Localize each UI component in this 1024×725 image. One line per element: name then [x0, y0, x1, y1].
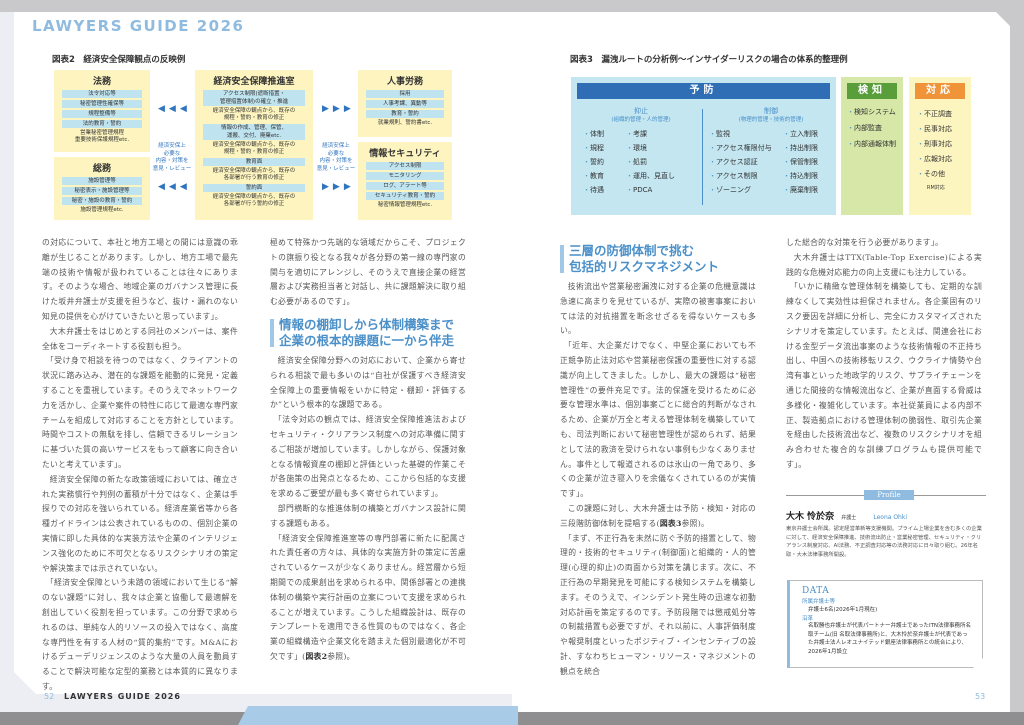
box-title: 予防: [577, 83, 830, 99]
control-list-1: 監視アクセス権限付与アクセス認証アクセス制限ゾーニング: [709, 127, 772, 197]
paragraph: 大木弁護士はTTX(Table-Top Exercise)による実践的な危機対応…: [786, 252, 982, 277]
note: 重要技術保護規程etc.: [74, 137, 130, 143]
paragraph: 「法令対応の観点では、経済安全保障推進法およびセキュリティ・クリアランス制度への…: [270, 415, 466, 499]
paragraph: この課題に対し、大木弁護士は予防・検知・対応の三段階防御体制を提唱する(図表3参…: [560, 503, 756, 528]
paragraph: 経済安全保障の新たな政策領域においては、確立された実務慣行や判例の蓄積が十分では…: [42, 474, 238, 573]
paragraph: 極めて特殊かつ先端的な領域だからこそ、プロジェクトの旗振り役となる我々が各分野の…: [270, 238, 466, 307]
item: 秘密管理性確保等: [62, 100, 142, 108]
figure-reference: 図表2: [305, 651, 328, 661]
item: 秘密・施設の教育・誓約: [62, 197, 142, 205]
figure2-title: 図表2 経済安全保障観点の反映例: [52, 55, 186, 65]
paragraph: 「近年、大企業だけでなく、中堅企業においても不正競争防止法対応や営業秘密保護の重…: [560, 341, 756, 499]
page-number-left: 52: [44, 692, 55, 701]
item: 採用: [366, 90, 444, 98]
arrow-left-icon: ◀◀◀: [158, 182, 191, 192]
data-box: DATA 所属弁護士等 弁護士6名(2026年1月現在) 沿革 名取勝也弁護士が…: [787, 580, 983, 668]
box-title: 検知: [847, 83, 897, 99]
box-title: 情報セキュリティ: [369, 149, 441, 159]
arrow-left-icon: ◀◀◀: [158, 104, 191, 114]
fig2-legal-box: 法務 法令対応等 秘密管理性確保等 規程整備等 法的教育・誓約 営業秘密管理規程…: [54, 70, 150, 152]
staff-value: 弁護士6名(2026年1月現在): [808, 607, 878, 613]
left-column-1: の対応について、本社と地方工場との間には意識の乖離が生じることがあります。しかし…: [42, 236, 238, 695]
arrow-right-icon: ▶▶▶: [322, 182, 355, 192]
paragraph: した総合的な対策を行う必要があります」。: [786, 238, 944, 247]
footer-title: LAWYERS GUIDE 2026: [64, 692, 181, 701]
deter-heading: 抑止 (組織的管理・人的管理): [611, 107, 671, 123]
note: 秘密情報管理規程etc.: [377, 202, 433, 208]
page-number-right: 53: [975, 692, 986, 701]
divider: [702, 109, 703, 205]
respond-list: 不正調査民事対応刑事対応広報対応その他: [917, 107, 952, 182]
paragraph: の対応について、本社と地方工場との間には意識の乖離が生じることがあります。しかし…: [42, 238, 238, 321]
fig2-infosec-box: 情報セキュリティ アクセス制限 モニタリング ログ、アラート等 セキュリティ教育…: [358, 142, 452, 220]
paragraph: 技術流出や営業秘密漏洩に対する企業の危機意識は急速に高まりを見せているが、実際の…: [560, 282, 756, 336]
item: モニタリング: [366, 172, 444, 180]
history-label: 沿革: [802, 616, 814, 622]
profile-role: 弁護士: [841, 515, 857, 521]
right-column-2: した総合的な対策を行う必要があります」。 大木弁護士はTTX(Table-Top…: [786, 236, 982, 473]
fig3-prevent-box: 予防 抑止(組織的管理・人的管理) 体制規程誓約教育待遇 考課環境処罰運用、見直…: [571, 77, 836, 215]
item: アクセス制限: [366, 162, 444, 170]
deter-list-2: 考課環境処罰運用、見直しPDCA: [626, 127, 675, 197]
box-title: 経済安全保障推進室: [213, 77, 295, 87]
review-label: 経済安保上 必要な 内容・対策を 意見・レビュー: [152, 143, 192, 172]
paragraph: 「経済安全保障という未踏の領域において生じる“解のない課題”に対し、我々は企業と…: [42, 578, 238, 691]
item: 施設管理等: [62, 177, 142, 185]
item: アクセス制限(遮断措置・ 管理措置体制)の確立・推進: [203, 90, 305, 106]
figure3-title: 図表3 漏洩ルートの分析例〜インサイダーリスクの場合の体系的整理例: [570, 55, 848, 65]
right-column-1: 三層の防御体制で挑む 包括的リスクマネジメント 技術流出や営業秘密漏洩に対する企業…: [560, 236, 756, 680]
profile-bio: 東京弁護士会所属。認定経営革新等支援機関。プライム上場企業を含む多くの企業に対し…: [786, 526, 982, 558]
data-title: DATA: [802, 586, 830, 596]
profile-name: 大木 怜於奈: [786, 512, 835, 522]
detect-list: 検知システム内部監査内部通報体制: [847, 107, 901, 149]
profile: Profile 大木 怜於奈 弁護士 Leona Ohki 東京弁護士会所属。認…: [786, 490, 986, 559]
paragraph: 「受け身で相談を待つのではなく、クライアントの状況に踏み込み、潜在的な課題を能動…: [42, 356, 238, 469]
item: 規程整備等: [62, 110, 142, 118]
fig3-respond-box: 対応 不正調査民事対応刑事対応広報対応その他 RM対応: [909, 77, 971, 215]
control-list-2: 立入制限持出制限保管制限持込制限廃棄制限: [783, 127, 818, 197]
fig2-center-box: 経済安全保障推進室 アクセス制限(遮断措置・ 管理措置体制)の確立・推進 経済安全…: [195, 70, 313, 220]
fig3-detect-box: 検知 検知システム内部監査内部通報体制: [841, 77, 903, 215]
box-title: 人事労務: [386, 77, 423, 87]
item: 情報の作成、管理、保管、 運搬、交付、廃棄etc.: [203, 124, 305, 140]
item: セキュリティ教育・誓約: [366, 192, 444, 200]
item: 教育面: [203, 158, 305, 166]
item: 人事考課、異動等: [366, 100, 444, 108]
profile-romaji: Leona Ohki: [873, 514, 907, 521]
paragraph: 部門横断的な推進体制の構築とガバナンス設計に関する課題もある。: [270, 503, 466, 528]
box-title: 対応: [915, 83, 965, 99]
paragraph: 経済安全保障分野への対応において、企業から寄せられる相談で最も多いのは“自社が保…: [270, 355, 466, 410]
magazine-brand: LAWYERS GUIDE 2026: [32, 17, 245, 35]
profile-label: Profile: [864, 490, 914, 500]
section-heading: 三層の防御体制で挑む 包括的リスクマネジメント: [560, 243, 756, 275]
paragraph: 「経済安全保障推進室等の専門部署に新たに配属された責任者の方々は、具体的な実施方…: [270, 533, 466, 661]
figure-reference: 図表3: [659, 518, 682, 528]
paragraph: 「まず、不正行為を未然に防ぐ予防的措置として、物理的・技術的セキュリティ(制御面…: [560, 533, 756, 676]
page-edge: [0, 706, 1024, 725]
arrow-right-icon: ▶▶▶: [322, 104, 355, 114]
deter-list-1: 体制規程誓約教育待遇: [583, 127, 604, 197]
left-column-2: 極めて特殊かつ先端的な領域だからこそ、プロジェクトの旗振り役となる我々が各分野の…: [270, 236, 466, 665]
history-value: 名取勝也弁護士が代表パートナー弁護士であったITN法律事務所名取チーム(旧 名取…: [808, 623, 972, 655]
paragraph: 「いかに精緻な管理体制を構築しても、定期的な訓練なくして実効性は担保されません。…: [786, 282, 982, 469]
item: 法令対応等: [62, 90, 142, 98]
box-title: 法務: [92, 77, 111, 87]
item: 法的教育・誓約: [62, 120, 142, 128]
paragraph: 大木弁護士をはじめとする同社のメンバーは、案件全体をコーディネートする役割も担う…: [42, 326, 238, 351]
control-heading: 制御 (物理的管理・技術的管理): [738, 107, 804, 123]
review-label: 経済安保上 必要な 内容・対策を 意見・レビュー: [316, 143, 356, 172]
item: 誓約面: [203, 184, 305, 192]
section-heading: 情報の棚卸しから体制構築まで 企業の根本的課題に一から伴走: [270, 317, 466, 349]
item: 秘密表示・施設管理等: [62, 187, 142, 195]
fig2-general-box: 総務 施設管理等 秘密表示・施設管理等 秘密・施設の教育・誓約 施設管理規程et…: [54, 157, 150, 220]
note: 営業秘密管理規程: [79, 130, 124, 136]
box-title: 総務: [92, 164, 111, 174]
item: ログ、アラート等: [366, 182, 444, 190]
staff-label: 所属弁護士等: [802, 599, 836, 605]
item: 教育・誓約: [366, 110, 444, 118]
note: 就業規則、誓約書etc.: [377, 120, 433, 126]
fig2-hr-box: 人事労務 採用 人事考課、異動等 教育・誓約 就業規則、誓約書etc.: [358, 70, 452, 137]
note: RM対応: [927, 185, 945, 191]
note: 施設管理規程etc.: [80, 207, 124, 213]
